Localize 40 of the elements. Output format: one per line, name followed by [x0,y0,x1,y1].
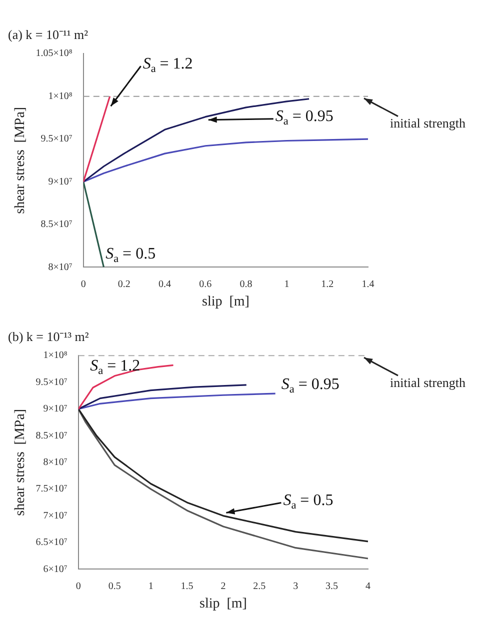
y-tick-label: 8.5×10⁷ [40,219,73,230]
y-tick-label: 1×10⁸ [48,90,73,102]
x-tick-label: 1.4 [362,278,374,290]
ref-line-label: initial strength [390,375,466,390]
y-tick-label: 8.5×10⁷ [36,430,68,442]
y-tick-label: 9.5×10⁷ [40,134,73,145]
x-tick-label: 0.6 [199,278,212,290]
ref-line-label: initial strength [390,116,466,131]
chart-title: (a) k = 10⁻¹¹ m² [8,27,88,42]
x-tick-label: 0 [76,580,81,592]
x-axis-title: slip [m] [202,294,250,310]
y-tick-label: 7.5×10⁷ [36,484,68,495]
x-tick-label: 0.8 [240,278,252,290]
y-tick-label: 9×10⁷ [48,176,73,188]
x-tick-label: 2.5 [253,580,266,592]
y-axis-title: shear stress [MPa] [13,106,28,214]
y-tick-label: 9.5×10⁷ [36,376,68,388]
y-tick-label: 6×10⁷ [43,564,68,575]
x-tick-label: 1 [148,580,154,592]
x-tick-label: 2 [220,580,226,592]
x-tick-label: 0.2 [118,278,130,290]
x-tick-label: 1 [284,278,290,290]
y-tick-label: 1.05×10⁸ [36,48,73,60]
y-tick-label: 1×10⁸ [43,350,68,362]
x-tick-label: 0.4 [158,278,171,290]
y-tick-label: 7×10⁷ [43,510,68,522]
y-tick-label: 9×10⁷ [43,404,68,415]
x-tick-label: 3 [293,580,298,592]
x-tick-label: 1.2 [321,278,334,290]
chart-title: (b) k = 10⁻¹³ m² [8,329,89,344]
x-tick-label: 0.5 [108,580,121,592]
x-tick-label: 1.5 [180,580,194,592]
y-tick-label: 8×10⁷ [48,262,73,273]
x-tick-label: 0 [80,278,86,290]
y-axis-title: shear stress [MPa] [13,408,28,516]
x-tick-label: 3.5 [326,580,338,592]
y-tick-label: 6.5×10⁷ [36,537,68,548]
x-tick-label: 4 [366,580,370,592]
x-axis-title: slip [m] [199,596,247,612]
y-tick-label: 8×10⁷ [43,457,68,468]
